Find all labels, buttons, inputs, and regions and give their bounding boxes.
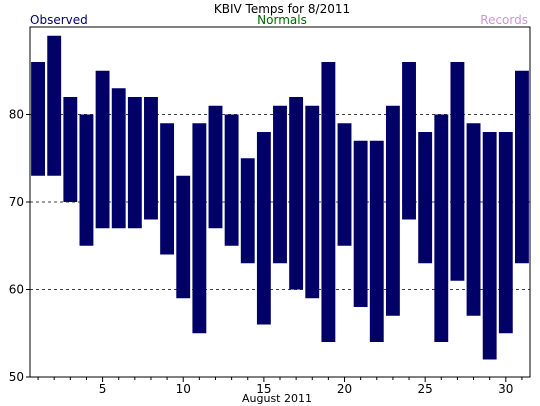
y-tick-label-60: 60 [9, 283, 24, 297]
bar-day-26 [434, 114, 449, 342]
x-tick-label-20: 20 [337, 382, 352, 396]
bar-day-9 [160, 123, 175, 255]
x-axis-label: August 2011 [242, 392, 312, 405]
bar-day-24 [402, 62, 416, 220]
bar-day-30 [498, 132, 513, 334]
bar-day-7 [127, 97, 142, 229]
x-tick-labels: 5 10 15 20 25 30 [99, 382, 514, 396]
bar-day-5 [95, 70, 110, 229]
bar-day-28 [466, 123, 481, 316]
bars-group [31, 35, 529, 360]
bar-day-21 [353, 140, 368, 307]
y-tick-label-50: 50 [9, 370, 24, 384]
chart-title: KBIV Temps for 8/2011 [214, 2, 350, 16]
x-tick-label-25: 25 [418, 382, 433, 396]
x-tick-label-10: 10 [176, 382, 191, 396]
bar-day-22 [369, 140, 384, 342]
bar-day-4 [79, 114, 94, 246]
bar-day-11 [192, 123, 207, 334]
x-tick-label-30: 30 [498, 382, 513, 396]
bar-day-14 [240, 158, 255, 264]
bar-day-10 [176, 175, 191, 299]
bar-day-16 [273, 105, 287, 264]
bar-day-2 [47, 35, 62, 176]
y-tick-label-70: 70 [9, 195, 24, 209]
bar-day-18 [305, 105, 320, 299]
bar-day-25 [418, 132, 433, 264]
y-tick-label-80: 80 [9, 108, 24, 122]
bar-day-23 [385, 105, 400, 316]
legend-observed: Observed [30, 13, 88, 27]
axes-group [26, 26, 531, 382]
legend-normals: Normals [257, 13, 307, 27]
bar-day-20 [337, 123, 352, 246]
bar-day-6 [111, 88, 126, 229]
y-tick-labels: 50 60 70 80 [9, 108, 24, 385]
bar-day-15 [256, 132, 271, 325]
bar-day-29 [482, 132, 497, 360]
bar-day-8 [144, 97, 158, 220]
bar-day-13 [224, 114, 239, 246]
x-tick-label-5: 5 [99, 382, 107, 396]
bar-day-1 [31, 62, 45, 176]
bar-day-19 [321, 62, 336, 342]
legend-records: Records [480, 13, 528, 27]
bar-day-27 [450, 62, 465, 281]
bar-day-31 [515, 70, 529, 264]
bar-day-12 [208, 105, 223, 229]
bar-day-3 [63, 97, 78, 202]
x-tick-label-15: 15 [256, 382, 271, 396]
bar-day-17 [289, 97, 304, 290]
